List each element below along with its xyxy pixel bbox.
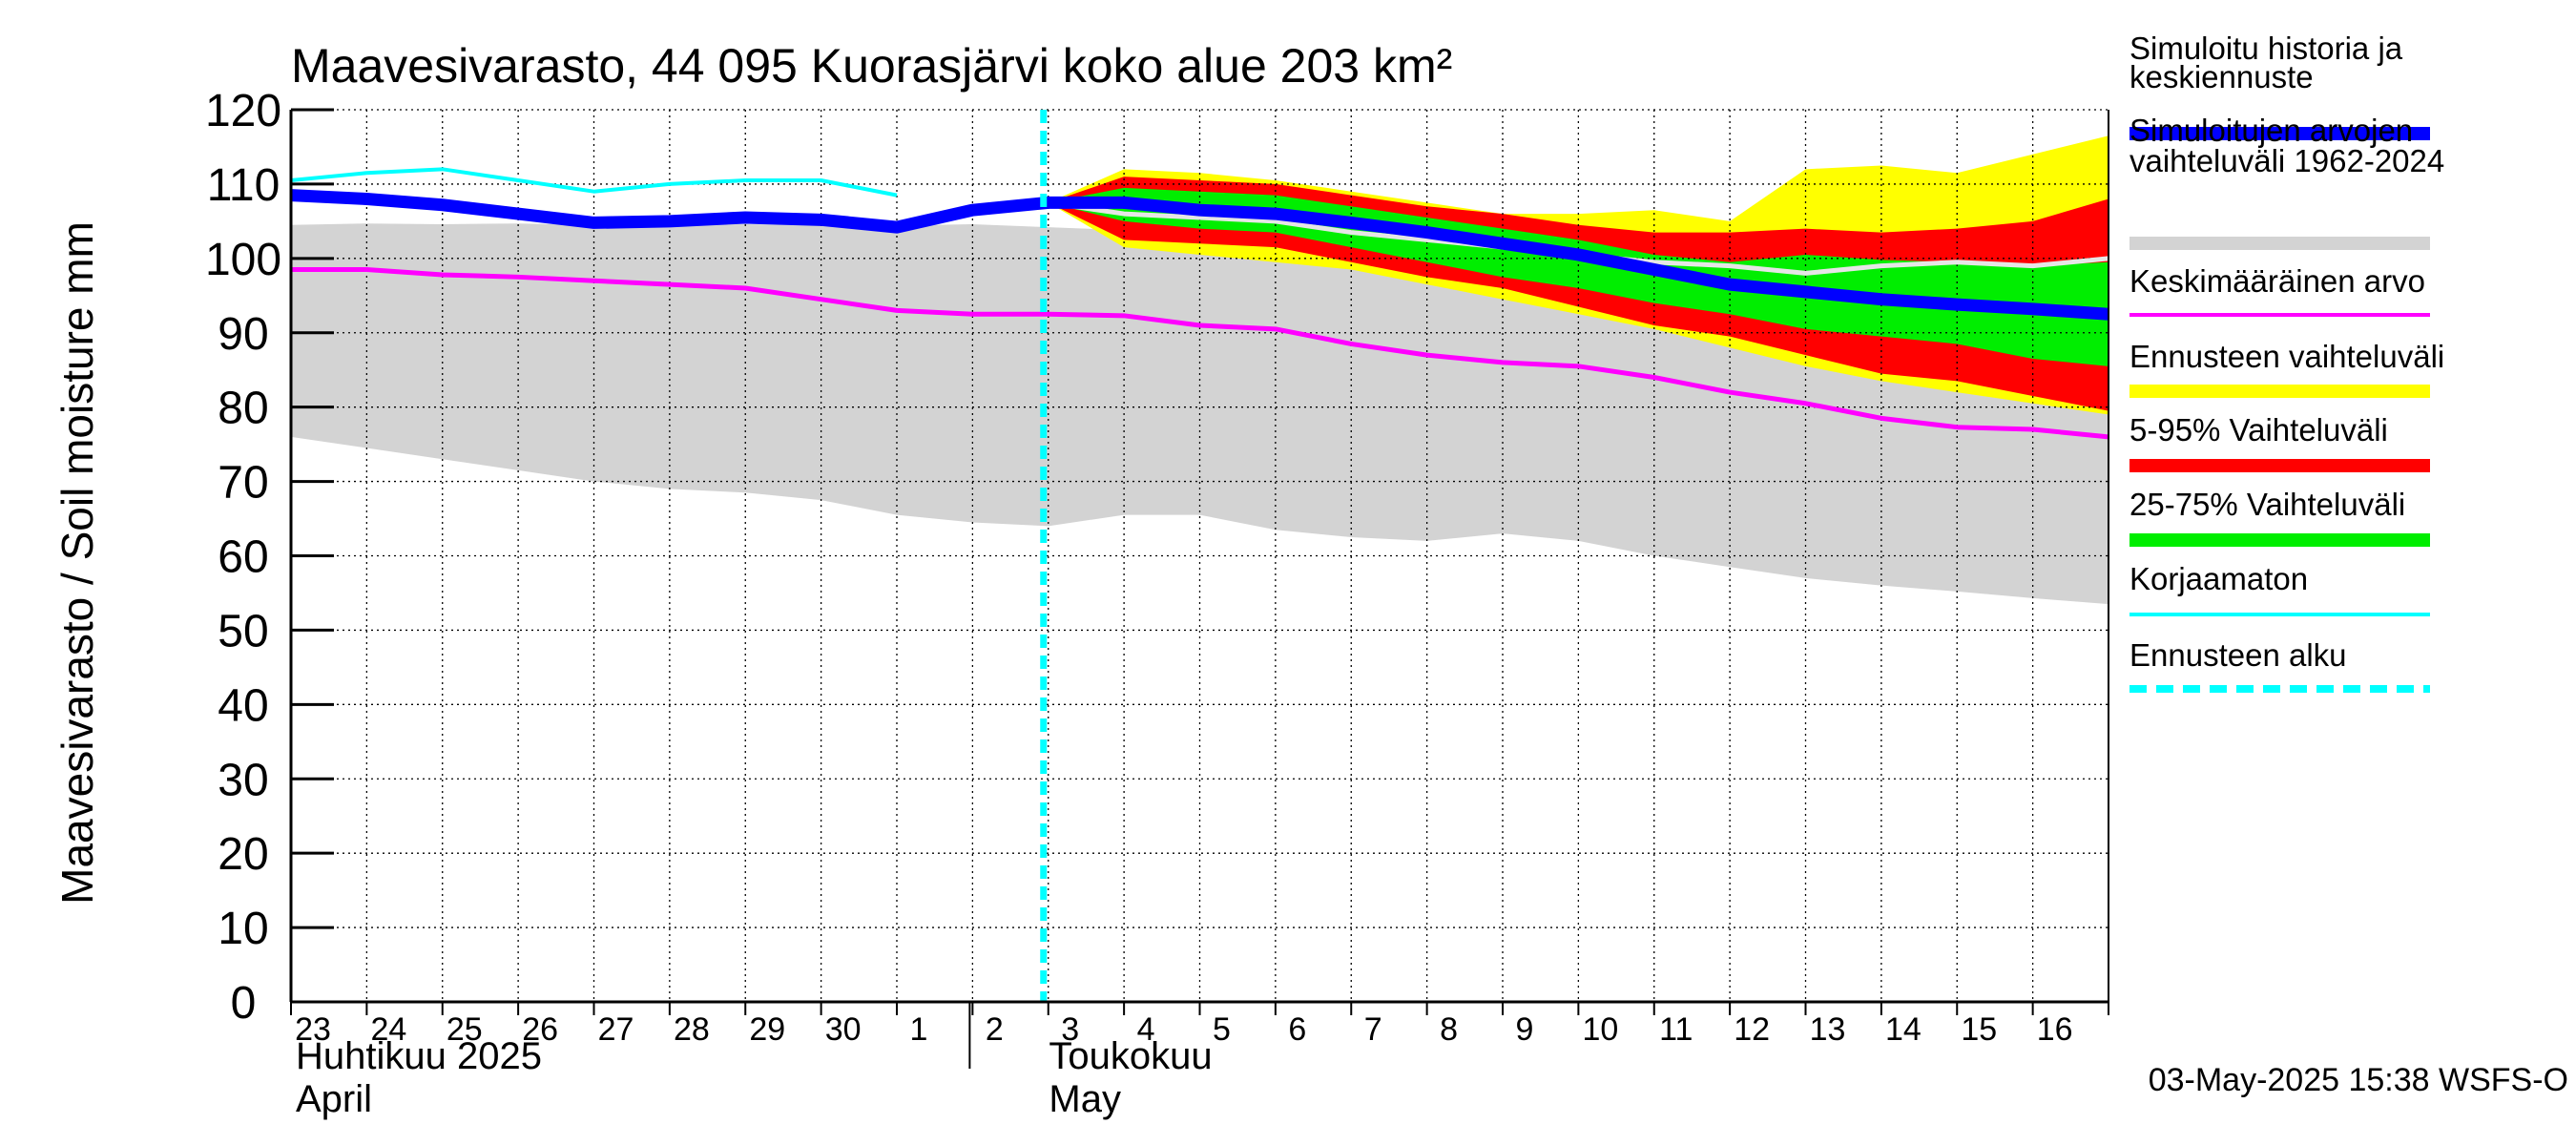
timestamp: 03-May-2025 15:38 WSFS-O [2149, 1062, 2568, 1098]
y-tick-label: 40 [218, 680, 268, 731]
legend-label: Ennusteen alku [2129, 637, 2347, 673]
x-tick-label: 25 [447, 1011, 483, 1048]
legend-label: keskiennuste [2129, 59, 2314, 94]
line-simuloitu-historia-ja-keskiennuste [291, 189, 2109, 321]
legend-label: vaihteluväli 1962-2024 [2129, 143, 2444, 178]
x-tick-label: 24 [370, 1011, 406, 1048]
x-tick-label: 11 [1659, 1011, 1693, 1048]
x-tick-label: 26 [522, 1011, 558, 1048]
month-label-fi: Huhtikuu 2025 [296, 1035, 542, 1077]
x-tick-label: 29 [749, 1011, 785, 1048]
y-tick-label: 30 [218, 755, 268, 805]
y-tick-label: 110 [207, 160, 280, 211]
month-label-en: May [1049, 1078, 1121, 1120]
legend-label: Simuloitujen arvojen [2129, 113, 2413, 148]
y-tick-label: 0 [231, 978, 257, 1029]
y-tick-label: 120 [205, 86, 281, 136]
y-tick-label: 10 [218, 904, 268, 954]
x-tick-label: 4 [1137, 1011, 1155, 1048]
y-tick-label: 50 [218, 606, 268, 656]
y-tick-label: 70 [218, 458, 268, 509]
x-tick-label: 9 [1516, 1011, 1534, 1048]
x-tick-label: 8 [1440, 1011, 1458, 1048]
x-tick-label: 16 [2037, 1011, 2073, 1048]
x-tick-label: 2 [986, 1011, 1004, 1048]
legend-label: Korjaamaton [2129, 561, 2308, 596]
x-tick-label: 30 [825, 1011, 862, 1048]
x-tick-label: 5 [1213, 1011, 1231, 1048]
x-tick-label: 10 [1582, 1011, 1618, 1048]
month-label-fi: Toukokuu [1049, 1035, 1212, 1077]
legend-label: Ennusteen vaihteluväli [2129, 339, 2444, 374]
x-tick-label: 27 [598, 1011, 634, 1048]
month-label-en: April [296, 1078, 372, 1120]
x-tick-label: 23 [295, 1011, 331, 1048]
legend-label: Keskimääräinen arvo [2129, 263, 2425, 299]
chart-title: Maavesivarasto, 44 095 Kuorasjärvi koko … [291, 39, 1452, 93]
x-tick-label: 6 [1288, 1011, 1306, 1048]
legend-label: 25-75% Vaihteluväli [2129, 487, 2405, 522]
x-tick-label: 13 [1810, 1011, 1846, 1048]
line-layer [291, 110, 2109, 1002]
legend-label: 5-95% Vaihteluväli [2129, 412, 2388, 448]
y-tick-label: 100 [205, 235, 281, 285]
line-keskimaarainen-arvo [291, 267, 2109, 440]
x-tick-label: 7 [1364, 1011, 1382, 1048]
line-korjaamaton [291, 167, 898, 198]
y-tick-label: 80 [218, 384, 268, 434]
y-tick-label: 90 [218, 309, 268, 360]
x-tick-label: 28 [674, 1011, 710, 1048]
x-tick-label: 14 [1885, 1011, 1922, 1048]
x-tick-label: 3 [1061, 1011, 1079, 1048]
y-axis-label: Maavesivarasto / Soil moisture mm [52, 221, 102, 905]
x-tick-label: 12 [1734, 1011, 1770, 1048]
legend-label: Simuloitu historia ja [2129, 31, 2403, 66]
y-tick-label: 20 [218, 829, 268, 880]
x-tick-label: 1 [910, 1011, 928, 1048]
y-tick-label: 60 [218, 532, 268, 583]
x-tick-label: 15 [1961, 1011, 1997, 1048]
